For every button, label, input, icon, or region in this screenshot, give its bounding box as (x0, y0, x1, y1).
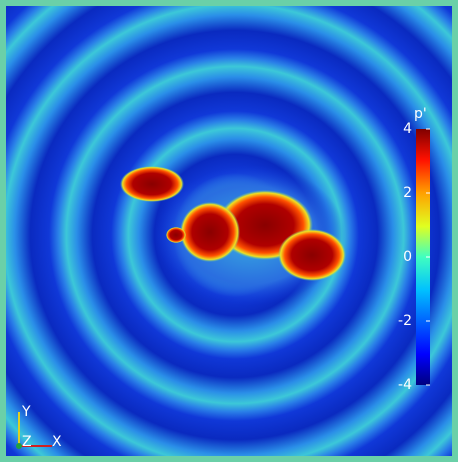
axis-label-y: Y (21, 404, 31, 420)
blob (180, 202, 240, 262)
tick-label: -2 (398, 313, 412, 329)
blob (278, 229, 346, 281)
axis-label-x: X (52, 434, 62, 450)
visualization: p' Y Z X 4 2 0 -2 -4 (0, 0, 458, 462)
tick-label: 4 (403, 121, 412, 137)
colorbar-title: p' (414, 106, 427, 122)
blob (120, 166, 184, 202)
tick-label: 0 (403, 249, 412, 265)
blob (166, 227, 186, 243)
tick-label: -4 (398, 377, 412, 393)
tick-label: 2 (403, 185, 412, 201)
axis-label-z: Z (22, 434, 32, 450)
